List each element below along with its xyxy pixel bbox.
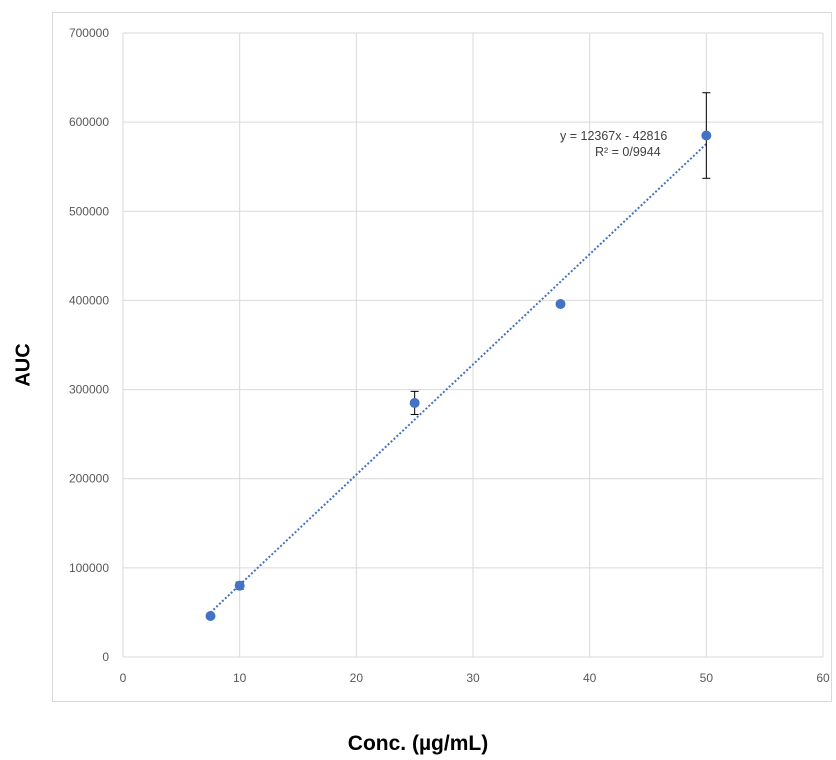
x-tick-label: 10	[233, 671, 247, 685]
x-tick-label: 30	[466, 671, 480, 685]
y-tick-label: 0	[102, 650, 109, 664]
y-tick-label: 300000	[69, 383, 109, 397]
y-tick-label: 200000	[69, 472, 109, 486]
data-points	[205, 130, 712, 621]
y-tick-labels: 0 100000 200000 300000 400000 500000 600000 700…	[69, 26, 109, 664]
gridlines	[122, 32, 824, 658]
trendline-equation: y = 12367x - 42816	[560, 129, 668, 143]
y-axis-title: AUC	[12, 343, 35, 387]
y-axis-title-wrap: AUC	[4, 330, 44, 400]
x-tick-label: 40	[583, 671, 597, 685]
data-point	[234, 580, 245, 591]
data-point	[409, 397, 420, 408]
y-tick-label: 500000	[69, 204, 109, 218]
trendline-annotation: y = 12367x - 42816 R² = 0/9944	[560, 128, 720, 160]
x-tick-label: 50	[700, 671, 714, 685]
data-point	[701, 130, 712, 141]
y-tick-label: 700000	[69, 26, 109, 40]
trendline-group	[209, 143, 708, 614]
x-tick-labels: 0 10 20 30 40 50 60	[120, 671, 830, 685]
trendline-r-squared: R² = 0/9944	[595, 145, 661, 159]
x-tick-label: 20	[350, 671, 364, 685]
trendline	[209, 143, 708, 614]
x-tick-label: 60	[816, 671, 830, 685]
y-tick-label: 600000	[69, 115, 109, 129]
data-point	[205, 610, 216, 621]
y-tick-label: 100000	[69, 561, 109, 575]
x-axis-title: Conc. (µg/mL)	[347, 732, 489, 755]
error-bars	[206, 92, 711, 619]
y-tick-label: 400000	[69, 293, 109, 307]
data-point	[555, 298, 566, 309]
x-tick-label: 0	[120, 671, 127, 685]
chart-area	[52, 12, 832, 702]
